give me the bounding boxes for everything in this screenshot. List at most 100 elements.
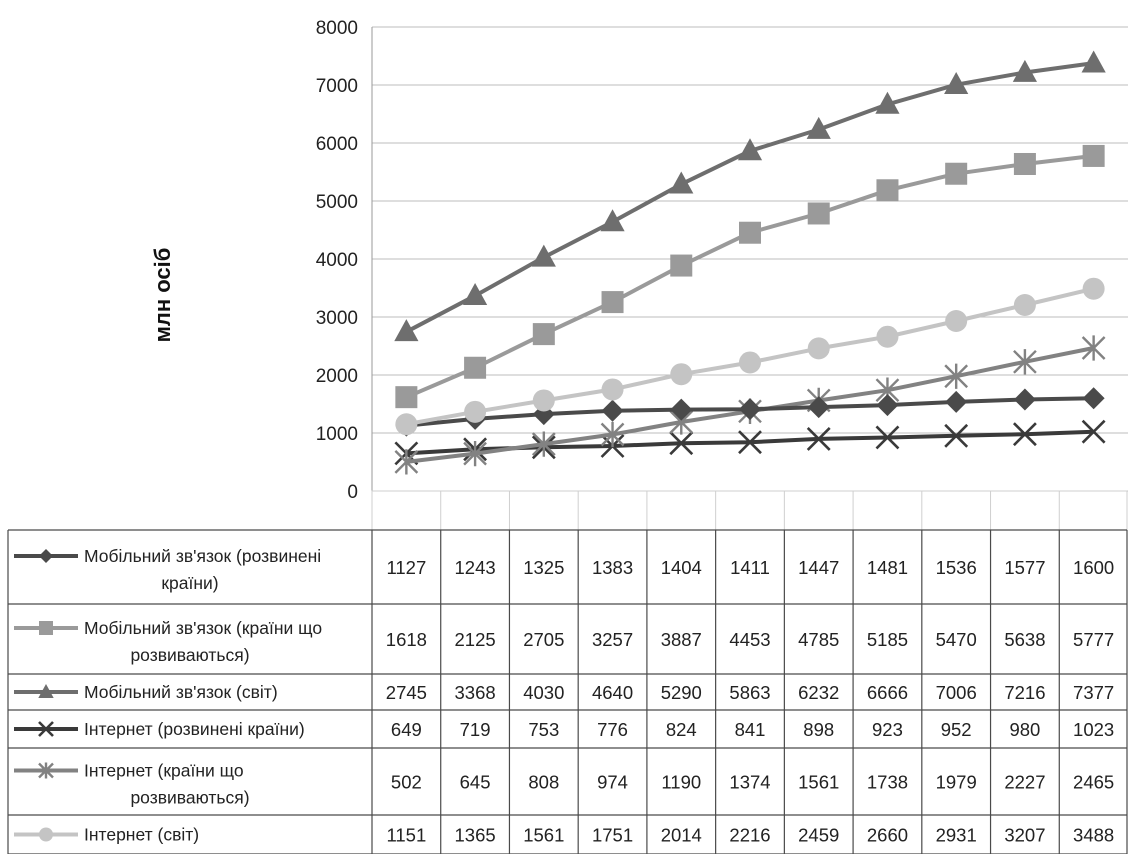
table-row: Мобільний зв'язок (країни що розвиваються… bbox=[14, 618, 1114, 665]
table-cell: 2931 bbox=[936, 825, 977, 846]
table-cell: 898 bbox=[803, 719, 834, 740]
table-cell: 1243 bbox=[455, 557, 496, 578]
series-1 bbox=[395, 387, 1105, 437]
data-point bbox=[1082, 277, 1105, 300]
series-4 bbox=[394, 419, 1106, 466]
table-cell: 1618 bbox=[386, 629, 427, 650]
table-cell: 952 bbox=[941, 719, 972, 740]
data-point bbox=[807, 337, 830, 360]
table-cell: 1127 bbox=[386, 557, 426, 578]
table-cell: 808 bbox=[528, 772, 559, 793]
legend-label-cont: розвиваються) bbox=[130, 645, 249, 665]
table-row: Мобільний зв'язок (світ) 2745 3368 4030 4640… bbox=[14, 682, 1114, 703]
table-cell: 4785 bbox=[798, 629, 839, 650]
data-point bbox=[945, 310, 968, 333]
legend-label: Інтернет (країни що bbox=[84, 761, 244, 781]
table-cell: 2216 bbox=[729, 825, 770, 846]
data-point bbox=[1081, 50, 1106, 73]
table-cell: 1190 bbox=[661, 772, 701, 793]
data-point bbox=[532, 389, 555, 412]
plot-area bbox=[394, 50, 1106, 475]
data-point bbox=[1013, 349, 1037, 375]
table-cell: 5777 bbox=[1073, 629, 1114, 650]
y-tick-label: 1000 bbox=[316, 424, 358, 445]
series-3 bbox=[394, 50, 1106, 342]
table-cell: 1561 bbox=[798, 772, 839, 793]
data-point bbox=[1012, 422, 1037, 447]
data-point bbox=[876, 179, 899, 202]
table-cell: 7006 bbox=[936, 682, 977, 703]
table-cell: 5185 bbox=[867, 629, 908, 650]
data-point bbox=[394, 449, 419, 475]
data-point bbox=[532, 323, 555, 346]
data-point bbox=[395, 386, 418, 409]
table-cell: 1536 bbox=[936, 557, 977, 578]
table-cell: 1561 bbox=[523, 825, 564, 846]
data-point bbox=[1081, 335, 1106, 361]
data-point bbox=[876, 325, 899, 348]
data-point bbox=[395, 413, 418, 436]
data-point bbox=[1013, 293, 1036, 316]
table-cell: 3887 bbox=[661, 629, 702, 650]
table-cell: 1325 bbox=[523, 557, 564, 578]
gridlines bbox=[371, 26, 1128, 492]
table-cell: 719 bbox=[460, 719, 491, 740]
table-cell: 2745 bbox=[386, 682, 427, 703]
table-cell: 1600 bbox=[1073, 557, 1114, 578]
data-point bbox=[807, 396, 830, 419]
legend-label-cont: країни) bbox=[161, 573, 218, 593]
series-6 bbox=[395, 277, 1105, 436]
table-cell: 2705 bbox=[523, 629, 564, 650]
table-row: Інтернет (світ) 1151 1365 1561 1751 2014 2216 2… bbox=[14, 825, 1114, 846]
data-point bbox=[464, 356, 487, 379]
table-row: Інтернет (країни що розвиваються) 502 645 80… bbox=[14, 761, 1114, 808]
table-cell: 2227 bbox=[1004, 772, 1045, 793]
data-point bbox=[875, 91, 900, 114]
table-cell: 6666 bbox=[867, 682, 908, 703]
data-point bbox=[945, 162, 968, 185]
y-axis-ticks: 0 1000 2000 3000 4000 5000 6000 7000 8000 bbox=[316, 18, 358, 503]
table-cell: 1151 bbox=[386, 825, 426, 846]
data-point bbox=[1082, 144, 1105, 167]
legend-label: Мобільний зв'язок (світ) bbox=[84, 682, 278, 702]
y-tick-label: 7000 bbox=[316, 76, 358, 97]
table-cell: 1383 bbox=[592, 557, 633, 578]
table-cell: 1411 bbox=[730, 557, 770, 578]
data-point bbox=[670, 254, 693, 277]
y-tick-label: 4000 bbox=[316, 250, 358, 271]
table-cell: 4453 bbox=[729, 629, 770, 650]
data-point bbox=[1013, 152, 1036, 175]
data-point bbox=[39, 549, 53, 563]
table-cell: 1751 bbox=[592, 825, 633, 846]
data-point bbox=[739, 221, 761, 244]
y-tick-label: 0 bbox=[347, 482, 358, 503]
table-row: Інтернет (розвинені країни) 649 719 753 776 8… bbox=[14, 719, 1114, 740]
table-cell: 3257 bbox=[592, 629, 633, 650]
table-cell: 5863 bbox=[729, 682, 770, 703]
data-point bbox=[38, 762, 54, 779]
data-point bbox=[600, 209, 625, 232]
data-point bbox=[945, 390, 968, 413]
table-cell: 1365 bbox=[455, 825, 496, 846]
y-tick-label: 3000 bbox=[316, 308, 358, 329]
data-point bbox=[531, 431, 556, 457]
data-point bbox=[876, 394, 899, 417]
data-point bbox=[39, 621, 53, 635]
table-cell: 4030 bbox=[523, 682, 564, 703]
table-cell: 5470 bbox=[936, 629, 977, 650]
y-tick-label: 5000 bbox=[316, 192, 358, 213]
table-cell: 1738 bbox=[867, 772, 908, 793]
table-cell: 980 bbox=[1009, 719, 1040, 740]
table-cell: 2465 bbox=[1073, 772, 1114, 793]
table-row: Мобільний зв'язок (розвинені країни) 1127 1… bbox=[14, 546, 1114, 593]
data-point bbox=[670, 398, 693, 421]
data-point bbox=[807, 202, 830, 225]
table-cell: 1023 bbox=[1073, 719, 1114, 740]
data-point bbox=[670, 363, 693, 386]
table-cell: 6232 bbox=[798, 682, 839, 703]
table-cell: 7216 bbox=[1004, 682, 1045, 703]
data-point bbox=[669, 171, 694, 194]
data-point bbox=[806, 116, 831, 139]
